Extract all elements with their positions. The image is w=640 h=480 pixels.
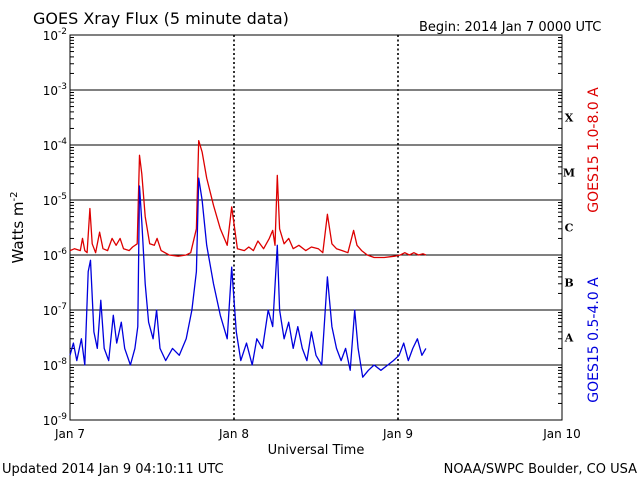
x-tick-label: Jan 8 <box>218 427 249 441</box>
series-line <box>69 177 427 378</box>
updated-label: Updated 2014 Jan 9 04:10:11 UTC <box>2 462 224 477</box>
y-tick-label: 10-3 <box>43 82 67 98</box>
y-tick-label: 10-9 <box>43 412 68 428</box>
legend-entry: GOES15 0.5-4.0 A <box>586 277 602 403</box>
y-tick-label: 10-5 <box>43 192 67 208</box>
y-tick-label: 10-7 <box>43 302 67 318</box>
y-tick-label: 10-8 <box>43 357 68 373</box>
flare-class-label: M <box>563 167 575 180</box>
x-tick-label: Jan 9 <box>382 427 413 441</box>
y-tick-label: 10-4 <box>43 137 68 153</box>
x-tick-label: Jan 10 <box>542 427 581 441</box>
y-tick-label: 10-6 <box>43 247 68 263</box>
y-tick-label: 10-2 <box>43 27 67 43</box>
chart-title: GOES Xray Flux (5 minute data) <box>33 9 289 28</box>
x-tick-label: Jan 7 <box>54 427 85 441</box>
legend-entry: GOES15 1.0-8.0 A <box>586 87 602 213</box>
flare-class-label: A <box>564 332 574 345</box>
x-axis-label: Universal Time <box>268 443 365 458</box>
begin-label: Begin: 2014 Jan 7 0000 UTC <box>419 20 601 35</box>
y-axis-title: Watts m-2 <box>9 191 27 263</box>
plot-frame <box>69 34 563 421</box>
series-line <box>69 139 427 259</box>
credit-label: NOAA/SWPC Boulder, CO USA <box>444 462 637 477</box>
flare-class-label: X <box>565 112 574 125</box>
flare-class-label: C <box>565 222 574 235</box>
flare-class-label: B <box>564 277 573 290</box>
